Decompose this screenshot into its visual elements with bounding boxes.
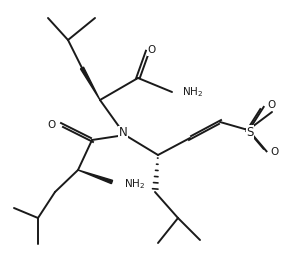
Text: O: O	[267, 100, 275, 110]
Text: NH$_2$: NH$_2$	[124, 177, 145, 191]
Polygon shape	[78, 170, 112, 184]
Text: O: O	[48, 120, 56, 130]
Text: S: S	[246, 125, 254, 139]
Text: O: O	[148, 45, 156, 55]
Polygon shape	[80, 67, 100, 100]
Text: N: N	[119, 126, 128, 140]
Text: NH$_2$: NH$_2$	[182, 85, 203, 99]
Text: O: O	[270, 147, 278, 157]
